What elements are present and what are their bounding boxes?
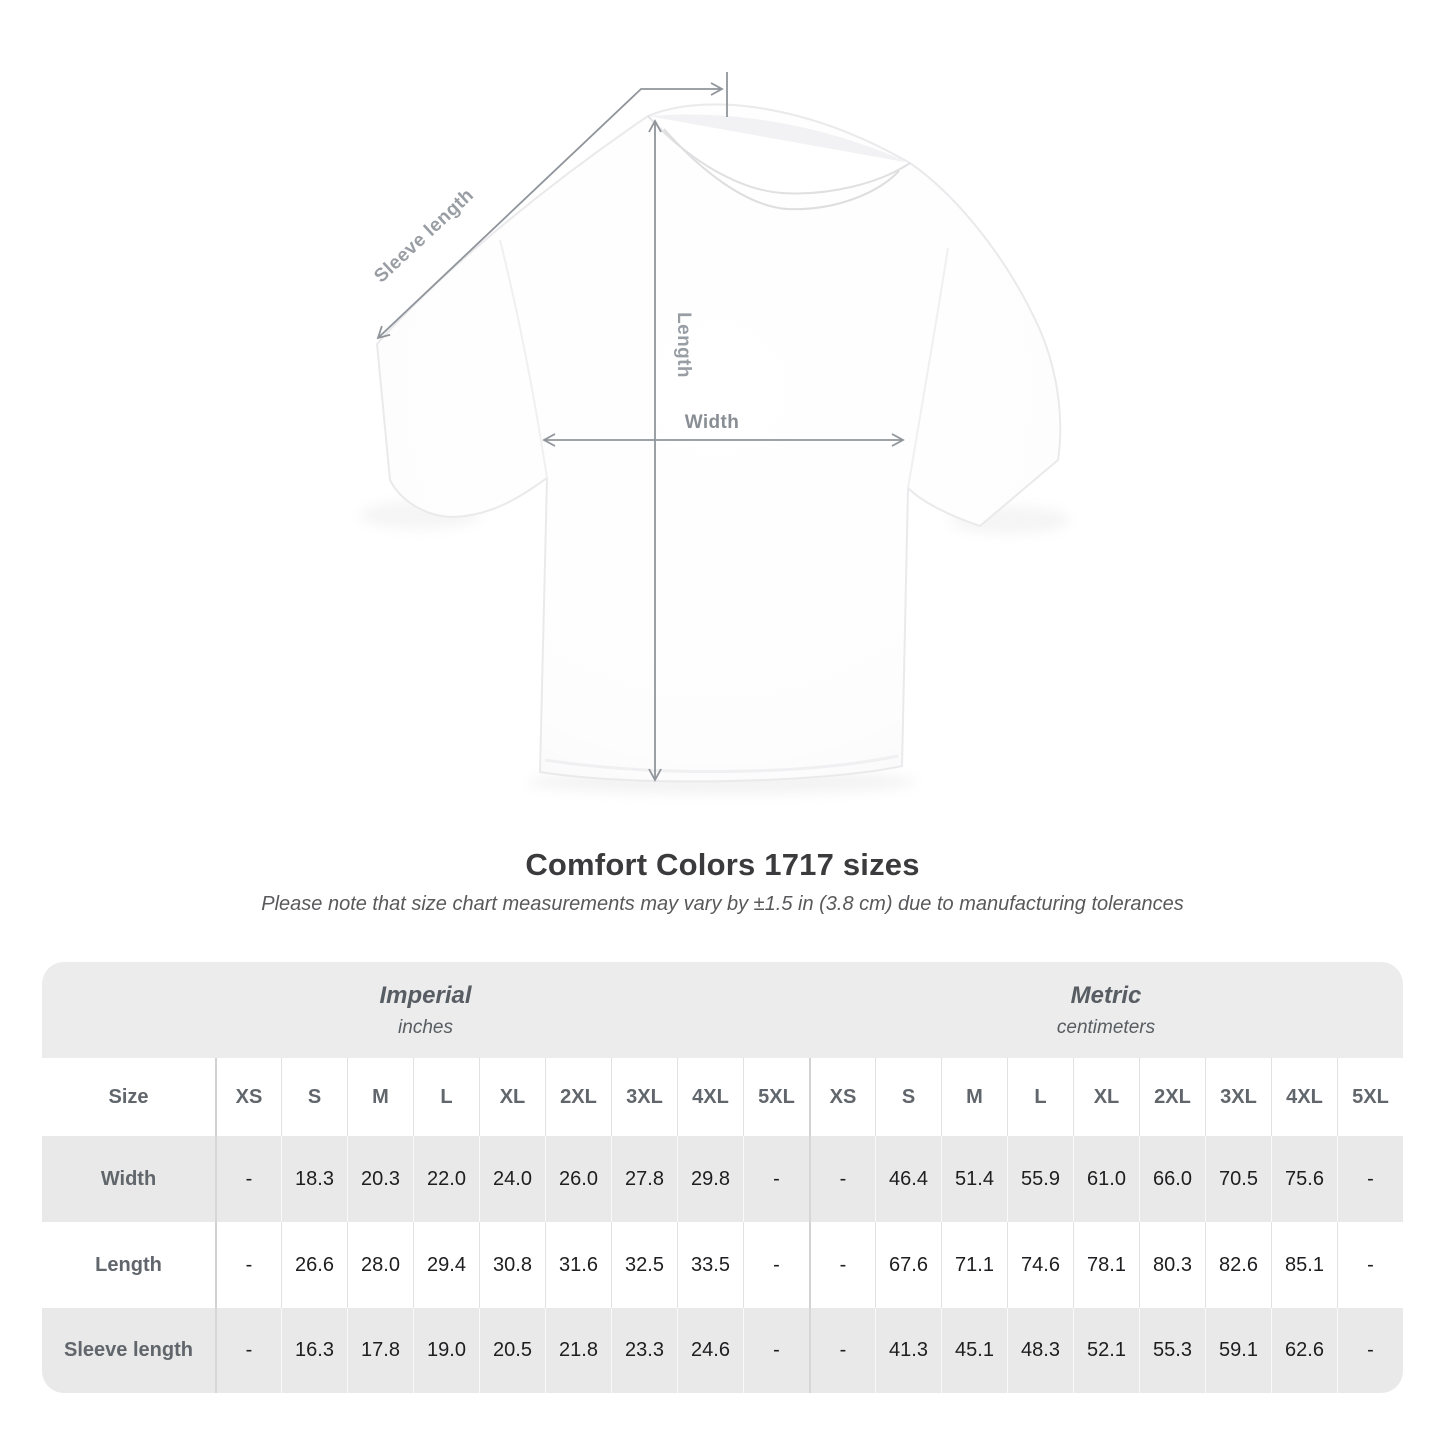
page-title: Comfort Colors 1717 sizes [525,847,920,882]
cell-value: 55.9 [1007,1136,1073,1222]
cell-value: - [743,1222,809,1308]
col-header-imperial-4xl: 4XL [677,1058,743,1136]
col-header-imperial-s: S [281,1058,347,1136]
cell-value: 16.3 [281,1308,347,1393]
cell-value: 75.6 [1271,1136,1337,1222]
cell-value: 80.3 [1139,1222,1205,1308]
tshirt-measurement-diagram: Sleeve length Length Width [360,72,1070,794]
cell-value: - [1337,1136,1403,1222]
cell-value: 51.4 [941,1136,1007,1222]
units-header-imperial: Imperial inches [42,962,809,1058]
cell-value: 22.0 [413,1136,479,1222]
cell-value: 46.4 [875,1136,941,1222]
cell-value: - [743,1136,809,1222]
metric-label: Metric [1070,981,1142,1009]
measurement-rows: Width -18.3 20.3 22.0 24.0 26.0 27.8 29.8- -46.4… [42,1136,1403,1393]
cell-value: 31.6 [545,1222,611,1308]
table-row: Length -26.6 28.0 29.4 30.8 31.6 32.5 33.5- -67.… [42,1222,1403,1308]
col-header-metric-2xl: 2XL [1139,1058,1205,1136]
cell-value: 59.1 [1205,1308,1271,1393]
cell-value: 48.3 [1007,1308,1073,1393]
size-header-row: Size XS S M L XL 2XL 3XL 4XL 5XL XS S M L XL 2XL 3XL 4XL 5… [42,1058,1403,1136]
cell-value: 29.8 [677,1136,743,1222]
col-header-metric-s: S [875,1058,941,1136]
tshirt-body [375,103,1062,783]
col-header-imperial-2xl: 2XL [545,1058,611,1136]
right-sleeve-seam [907,247,949,489]
cell-value: 28.0 [347,1222,413,1308]
col-header-metric-xs: XS [809,1058,875,1136]
row-label: Length [95,1253,162,1276]
cell-value: - [809,1222,875,1308]
cell-value: 62.6 [1271,1308,1337,1393]
cell-value: 24.0 [479,1136,545,1222]
tshirt-image: Sleeve length Length Width [360,72,1070,794]
length-label: Length [673,312,694,378]
units-header-row: Imperial inches Metric centimeters [42,962,1403,1058]
imperial-label: Imperial [379,981,472,1009]
hem-seam [544,754,899,774]
cell-value: 26.6 [281,1222,347,1308]
cell-value: 26.0 [545,1136,611,1222]
imperial-unit: inches [398,1016,453,1038]
col-header-imperial-l: L [413,1058,479,1136]
col-header-metric-m: M [941,1058,1007,1136]
cell-value: 20.5 [479,1308,545,1393]
cell-value: 33.5 [677,1222,743,1308]
col-header-metric-3xl: 3XL [1205,1058,1271,1136]
size-table: Imperial inches Metric centimeters Size X… [42,962,1403,1393]
col-header-metric-l: L [1007,1058,1073,1136]
table-row: Width -18.3 20.3 22.0 24.0 26.0 27.8 29.8- -46.4… [42,1136,1403,1222]
cell-value: 71.1 [941,1222,1007,1308]
table-row: Sleeve length -16.3 17.8 19.0 20.5 21.8 23.3 24… [42,1308,1403,1393]
units-header-metric: Metric centimeters [809,962,1403,1058]
cell-value: - [1337,1222,1403,1308]
cell-value: 29.4 [413,1222,479,1308]
page-subtitle: Please note that size chart measurements… [261,893,1184,915]
metric-unit: centimeters [1056,1016,1156,1038]
row-label: Width [100,1167,157,1190]
cell-value: 85.1 [1271,1222,1337,1308]
cell-value: 78.1 [1073,1222,1139,1308]
col-header-metric-xl: XL [1073,1058,1139,1136]
cell-value: 52.1 [1073,1308,1139,1393]
cell-value: 67.6 [875,1222,941,1308]
cell-value: 41.3 [875,1308,941,1393]
col-header-metric-5xl: 5XL [1337,1058,1403,1136]
cell-value: 27.8 [611,1136,677,1222]
sleeve-length-arrow [376,72,728,340]
cell-value: - [743,1308,809,1393]
cell-value: - [215,1222,281,1308]
row-label: Sleeve length [64,1339,193,1361]
cell-value: 18.3 [281,1136,347,1222]
cell-value: - [215,1308,281,1393]
cell-value: 30.8 [479,1222,545,1308]
cell-value: - [215,1136,281,1222]
cell-value: 61.0 [1073,1136,1139,1222]
cell-value: - [809,1308,875,1393]
cell-value: 21.8 [545,1308,611,1393]
cell-value: 82.6 [1205,1222,1271,1308]
cell-value: 74.6 [1007,1222,1073,1308]
cell-value: - [1337,1308,1403,1393]
col-header-imperial-m: M [347,1058,413,1136]
col-header-imperial-xl: XL [479,1058,545,1136]
cell-value: 23.3 [611,1308,677,1393]
width-label: Width [685,412,740,433]
cell-value: 55.3 [1139,1308,1205,1393]
cell-value: 66.0 [1139,1136,1205,1222]
size-column-header: Size [108,1085,149,1108]
col-header-imperial-3xl: 3XL [611,1058,677,1136]
cell-value: - [809,1136,875,1222]
cell-value: 19.0 [413,1308,479,1393]
col-header-metric-4xl: 4XL [1271,1058,1337,1136]
cell-value: 17.8 [347,1308,413,1393]
cell-value: 20.3 [347,1136,413,1222]
cell-value: 24.6 [677,1308,743,1393]
cell-value: 45.1 [941,1308,1007,1393]
col-header-imperial-xs: XS [215,1058,281,1136]
col-header-imperial-5xl: 5XL [743,1058,809,1136]
cell-value: 70.5 [1205,1136,1271,1222]
cell-value: 32.5 [611,1222,677,1308]
